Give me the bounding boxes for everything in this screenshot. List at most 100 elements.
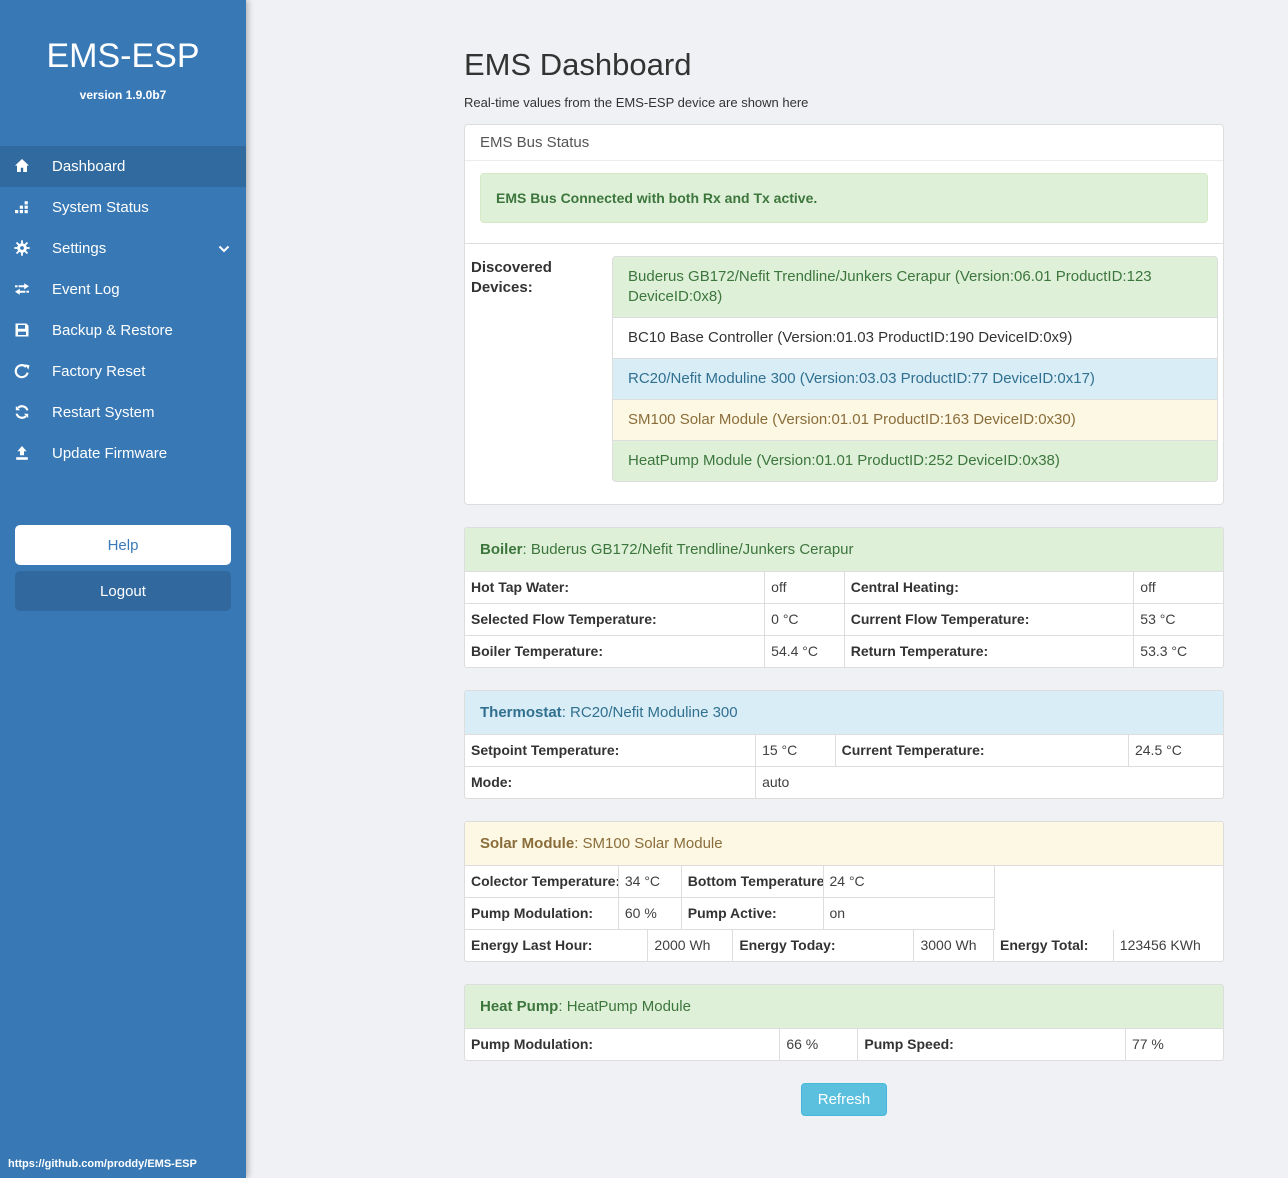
factory-reset-icon — [14, 363, 31, 380]
field-value: auto — [762, 774, 790, 790]
thermostat-table-header: Thermostat: RC20/Nefit Moduline 300 — [465, 691, 1223, 735]
discovered-devices-row: Discovered Devices: Buderus GB172/Nefit … — [465, 243, 1223, 504]
restart-icon — [14, 404, 31, 421]
field-value: off — [765, 572, 845, 604]
field-value: 77 % — [1131, 1036, 1164, 1052]
heat-pump-table: Heat Pump: HeatPump Module Pump Modulatio… — [464, 984, 1224, 1061]
field-label: Setpoint Temperature: — [465, 735, 757, 767]
device-list-item: SM100 Solar Module (Version:01.01 Produc… — [612, 399, 1218, 441]
page-title: EMS Dashboard — [464, 47, 692, 82]
boiler-table: Boiler: Buderus GB172/Nefit Trendline/Ju… — [464, 527, 1224, 668]
device-list: Buderus GB172/Nefit Trendline/Junkers Ce… — [612, 256, 1218, 482]
field-value: 24.5 °C — [1128, 735, 1223, 767]
field-value: 60 % — [618, 898, 682, 930]
ems-bus-status-panel: EMS Bus Status EMS Bus Connected with bo… — [464, 124, 1224, 505]
sidebar-item-label: Backup & Restore — [52, 322, 173, 339]
sidebar-nav: Dashboard System Status Settings Event Log B… — [0, 146, 246, 474]
sidebar-item-system-status[interactable]: System Status — [0, 187, 246, 228]
table-subtitle: : RC20/Nefit Moduline 300 — [561, 704, 738, 721]
main-area: EMS Dashboard Real-time values from the … — [246, 0, 1288, 1178]
sidebar-item-label: System Status — [52, 199, 149, 216]
field-label: Current Temperature: — [835, 735, 1129, 767]
field-label: Pump Modulation: — [465, 1029, 781, 1060]
device-tables: Boiler: Buderus GB172/Nefit Trendline/Ju… — [464, 527, 1224, 1061]
field-value: 3000 Wh — [914, 930, 995, 961]
brand-title: EMS-ESP — [46, 37, 200, 75]
field-value: 24 °C — [823, 866, 995, 898]
field-label: Selected Flow Temperature: — [465, 604, 766, 636]
table-row: Energy Last Hour: 2000 Wh Energy Today: 300… — [465, 930, 1223, 961]
table-subtitle: : HeatPump Module — [558, 998, 691, 1015]
field-label: Energy Today: — [733, 930, 915, 961]
table-title: Solar Module — [480, 835, 575, 852]
github-link[interactable]: https://github.com/proddy/EMS-ESP — [8, 1158, 197, 1170]
table-row: Pump Modulation: 60 % Pump Active: on — [465, 898, 1223, 930]
field-value: 53 °C — [1134, 604, 1223, 636]
field-label: Current Flow Temperature: — [844, 604, 1135, 636]
sidebar-item-restart-system[interactable]: Restart System — [0, 392, 246, 433]
save-icon — [14, 322, 31, 339]
field-value: on — [823, 898, 995, 930]
field-label: Central Heating: — [844, 572, 1135, 604]
field-value: 15 °C — [756, 735, 836, 767]
sidebar-item-settings[interactable]: Settings — [0, 228, 246, 269]
sidebar-item-label: Event Log — [52, 281, 120, 298]
device-list-item: Buderus GB172/Nefit Trendline/Junkers Ce… — [612, 256, 1218, 318]
field-label: Return Temperature: — [845, 636, 1135, 667]
field-label: Hot Tap Water: — [465, 572, 766, 604]
field-label: Pump Modulation: — [465, 898, 619, 930]
home-icon — [14, 158, 31, 175]
sidebar-item-dashboard[interactable]: Dashboard — [0, 146, 246, 187]
field-label: Energy Last Hour: — [465, 930, 649, 961]
table-row: Setpoint Temperature: 15 °C Current Temper… — [465, 735, 1223, 767]
table-subtitle: : Buderus GB172/Nefit Trendline/Junkers … — [522, 541, 854, 558]
sidebar: EMS-ESP version 1.9.0b7 Dashboard System … — [0, 0, 246, 1178]
field-value: off — [1134, 572, 1223, 604]
exchange-icon — [14, 281, 31, 298]
sidebar-item-event-log[interactable]: Event Log — [0, 269, 246, 310]
field-value: 66 % — [780, 1029, 859, 1060]
panel-body: EMS Bus Connected with both Rx and Tx ac… — [465, 161, 1223, 223]
sidebar-item-label: Dashboard — [52, 158, 126, 175]
table-subtitle: : SM100 Solar Module — [574, 835, 723, 852]
device-list-item: HeatPump Module (Version:01.01 ProductID… — [612, 440, 1218, 482]
refresh-button[interactable]: Refresh — [800, 1083, 888, 1116]
field-label: Bottom Temperature: — [681, 866, 824, 898]
sidebar-item-update-firmware[interactable]: Update Firmware — [0, 433, 246, 474]
gear-icon — [14, 240, 31, 257]
help-button[interactable]: Help — [15, 525, 231, 565]
sidebar-item-backup-restore[interactable]: Backup & Restore — [0, 310, 246, 351]
table-row: Boiler Temperature: 54.4 °C Return Tempera… — [465, 636, 1223, 667]
table-cell-filler — [995, 866, 1223, 898]
table-row: Colector Temperature: 34 °C Bottom Tempera… — [465, 866, 1223, 898]
field-label: Pump Active: — [681, 898, 824, 930]
heat-pump-table-header: Heat Pump: HeatPump Module — [465, 985, 1223, 1029]
thermostat-table: Thermostat: RC20/Nefit Moduline 300 Setpo… — [464, 690, 1224, 799]
field-value: 53.3 °C — [1140, 643, 1188, 659]
field-label: Pump Speed: — [858, 1029, 1126, 1060]
table-row: Hot Tap Water: off Central Heating: off — [465, 572, 1223, 604]
table-title: Thermostat — [480, 704, 562, 721]
table-row: Selected Flow Temperature: 0 °C Current Fl… — [465, 604, 1223, 636]
logout-button[interactable]: Logout — [15, 571, 231, 611]
table-cell-filler — [995, 898, 1223, 930]
solar-module-table: Solar Module: SM100 Solar Module Colector… — [464, 821, 1224, 962]
device-list-item: RC20/Nefit Moduline 300 (Version:03.03 P… — [612, 358, 1218, 400]
sidebar-item-label: Factory Reset — [52, 363, 146, 380]
content-column: EMS Dashboard Real-time values from the … — [464, 47, 1224, 1116]
chevron-down-icon — [218, 245, 230, 253]
field-label: Energy Total: — [994, 930, 1114, 961]
sidebar-item-factory-reset[interactable]: Factory Reset — [0, 351, 246, 392]
field-value: 0 °C — [765, 604, 845, 636]
field-label: Mode: — [465, 767, 757, 798]
upload-icon — [14, 445, 31, 462]
table-title: Boiler — [480, 541, 523, 558]
discovered-devices-label: Discovered Devices: — [471, 259, 552, 296]
system-status-icon — [14, 199, 31, 216]
field-value: 2000 Wh — [648, 930, 734, 961]
panel-heading: EMS Bus Status — [465, 125, 1223, 161]
field-value: 34 °C — [618, 866, 682, 898]
field-value: 54.4 °C — [765, 636, 845, 667]
table-row: Mode: auto — [465, 767, 1223, 798]
table-row: Pump Modulation: 66 % Pump Speed: 77 % — [465, 1029, 1223, 1060]
